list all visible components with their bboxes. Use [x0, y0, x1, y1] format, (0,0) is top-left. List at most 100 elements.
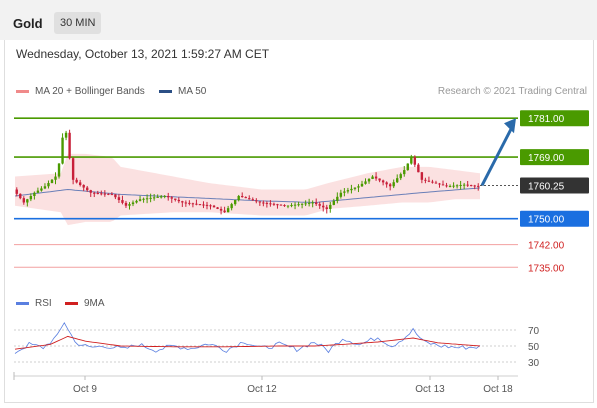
candle — [455, 185, 459, 187]
candle — [357, 186, 360, 188]
level-box-1750.00 — [520, 210, 589, 227]
candle — [107, 193, 110, 195]
ma50-line — [14, 187, 481, 204]
level-text-1742.00: 1742.00 — [528, 241, 565, 252]
candle — [385, 182, 388, 185]
candle — [300, 203, 304, 205]
interval-button[interactable]: 30 MIN — [54, 12, 102, 34]
x-tick-label: Oct 13 — [415, 384, 445, 395]
symbol-label: Gold — [13, 16, 43, 31]
candle — [170, 197, 173, 199]
candle — [269, 203, 272, 205]
candle — [276, 204, 279, 206]
candle — [466, 184, 469, 186]
candle — [336, 196, 339, 201]
candle — [209, 205, 212, 207]
candle — [117, 197, 121, 201]
rsi-level-label: 50 — [528, 342, 540, 353]
candle — [410, 157, 413, 164]
candle — [255, 200, 258, 202]
candle — [233, 200, 237, 205]
candle — [33, 192, 36, 196]
candle — [237, 196, 240, 201]
candle — [364, 181, 367, 184]
candle — [89, 190, 92, 193]
rsi-ma-line — [14, 335, 481, 350]
candle — [226, 208, 230, 213]
candle — [184, 202, 188, 204]
candle — [272, 203, 276, 205]
candle — [248, 198, 251, 200]
candle — [417, 164, 420, 173]
legend-ma-bollinger: MA 20 + Bollinger Bands — [16, 86, 145, 97]
level-label-1735.00: 1735.00 — [528, 263, 565, 274]
candle — [477, 185, 480, 187]
candle — [138, 199, 142, 201]
candle — [145, 198, 149, 200]
candle — [82, 184, 85, 188]
candle — [406, 163, 409, 171]
candle — [57, 163, 61, 177]
candle — [114, 194, 117, 198]
level-text-1760.25: 1760.25 — [528, 181, 565, 192]
candle — [219, 208, 223, 211]
candle — [86, 187, 89, 191]
candle — [195, 203, 198, 205]
legend-swatch-rsi-ma — [65, 302, 78, 305]
candle — [371, 176, 374, 179]
candle — [473, 185, 476, 187]
candle — [297, 204, 300, 206]
candle — [311, 202, 314, 204]
chart-timestamp: Wednesday, October 13, 2021 1:59:27 AM C… — [16, 47, 270, 61]
candle — [159, 196, 163, 198]
candle — [304, 203, 307, 205]
legend-rsi: RSI — [16, 298, 52, 309]
candle — [420, 172, 424, 180]
level-label-1750.00: 1750.00 — [520, 210, 589, 227]
candle — [54, 176, 57, 180]
candle — [441, 184, 445, 186]
candle — [47, 183, 50, 187]
forecast-arrow-line — [480, 126, 514, 187]
candle — [156, 196, 159, 198]
candle — [434, 182, 438, 184]
candle — [198, 204, 202, 206]
candle — [142, 198, 145, 200]
candle — [68, 132, 71, 159]
candle — [462, 184, 466, 186]
candle — [128, 204, 131, 206]
candle — [374, 176, 378, 179]
x-tick-label: Oct 9 — [73, 384, 97, 395]
candle — [205, 204, 209, 206]
candle — [392, 182, 395, 187]
legend-ma-bollinger-label: MA 20 + Bollinger Bands — [35, 86, 145, 97]
candle — [279, 204, 283, 206]
candle — [202, 204, 205, 206]
candle — [367, 178, 371, 182]
candle — [50, 179, 54, 184]
rsi-line — [14, 321, 481, 354]
candle — [43, 186, 47, 189]
candle — [290, 205, 293, 207]
candle — [100, 193, 103, 195]
candle — [286, 205, 290, 207]
level-label-1760.25: 1760.25 — [520, 177, 589, 194]
candle — [36, 190, 40, 193]
candle — [325, 207, 328, 209]
candle — [241, 196, 244, 198]
level-text-1750.00: 1750.00 — [528, 215, 565, 226]
candle — [103, 193, 107, 195]
legend-swatch-bollinger — [16, 90, 29, 93]
candle — [262, 202, 265, 204]
candle — [314, 202, 318, 205]
legend-rsi-ma-label: 9MA — [84, 298, 105, 309]
level-text-1735.00: 1735.00 — [528, 263, 565, 274]
candle — [438, 183, 441, 185]
candle — [152, 197, 156, 199]
candle — [399, 174, 402, 179]
candle — [431, 181, 434, 183]
candle — [22, 198, 26, 203]
level-box-1781.00 — [520, 110, 589, 127]
candle — [346, 190, 350, 192]
level-label-1742.00: 1742.00 — [528, 241, 565, 252]
